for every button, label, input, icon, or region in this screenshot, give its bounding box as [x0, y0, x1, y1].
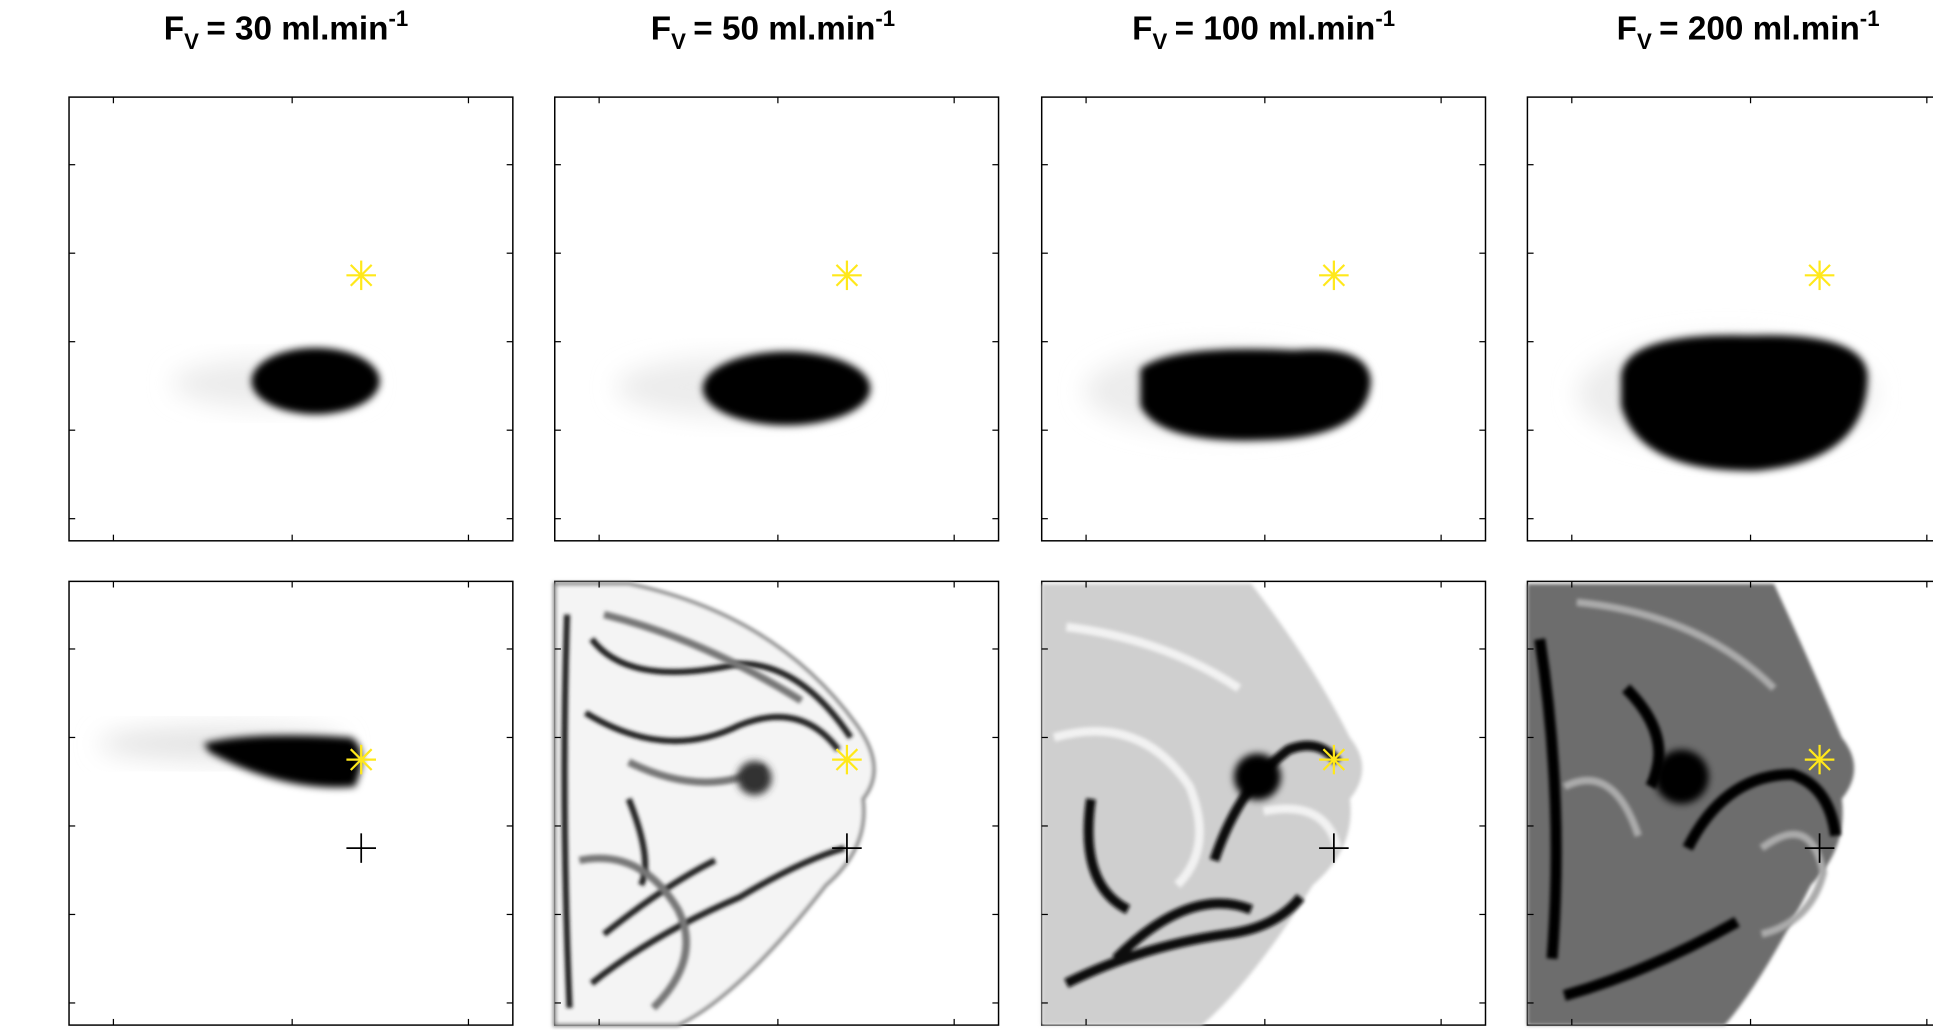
- title-symbol: F: [651, 10, 671, 47]
- source-marker: [832, 745, 862, 774]
- panel-title: FV = 200 ml.min-1: [1617, 6, 1880, 54]
- source-marker: [346, 745, 376, 774]
- panel-frame: [69, 581, 513, 1025]
- source-marker: [1805, 745, 1835, 774]
- mixing-field: [555, 584, 874, 1025]
- figure: FV= 30 ml.min-1 FV= 50 ml.min-1: [0, 0, 1933, 1030]
- source-marker: [1319, 261, 1349, 290]
- panel-column: FV = 30 ml.min-1: [69, 6, 513, 1025]
- panel-frame: [1042, 97, 1486, 541]
- plume: [1621, 335, 1868, 471]
- mixing-field: [1042, 584, 1363, 1025]
- panel-frame: [1527, 97, 1933, 541]
- source-marker: [1805, 261, 1835, 290]
- panel-title: FV = 100 ml.min-1: [1132, 6, 1395, 54]
- title-superscript: -1: [1375, 6, 1395, 31]
- panel-frame: [69, 97, 513, 541]
- title-text: = 30 ml.min: [206, 10, 388, 47]
- title-superscript: -1: [875, 6, 895, 31]
- page: {"panels": [ {"title": {"symbol": "F", "…: [0, 0, 1933, 1030]
- title-symbol: F: [1617, 10, 1637, 47]
- mixing-field: [1527, 584, 1854, 1025]
- panel-title: FV = 30 ml.min-1: [164, 6, 408, 54]
- panel-frame: [555, 97, 999, 541]
- probe-marker: [346, 833, 376, 862]
- source-marker: [1319, 745, 1349, 774]
- title-text: = 50 ml.min: [693, 10, 875, 47]
- plume: [1140, 349, 1371, 441]
- plume: [251, 348, 379, 414]
- panel-column: FV = 50 ml.min-1: [555, 6, 999, 1025]
- title-text: = 100 ml.min: [1175, 10, 1376, 47]
- panel-title: FV = 50 ml.min-1: [651, 6, 895, 54]
- title-symbol: F: [1132, 10, 1152, 47]
- title-subscript: V: [671, 29, 686, 54]
- title-subscript: V: [1637, 29, 1652, 54]
- plume: [703, 352, 871, 426]
- title-subscript: V: [184, 29, 199, 54]
- title-superscript: -1: [388, 6, 408, 31]
- panel-column: FV = 100 ml.min-1: [1042, 6, 1486, 1025]
- source-marker: [346, 261, 376, 290]
- title-text: = 200 ml.min: [1659, 10, 1860, 47]
- panel-column: FV = 200 ml.min-1: [1527, 6, 1933, 1025]
- source-marker: [832, 261, 862, 290]
- title-symbol: F: [164, 10, 184, 47]
- plume: [203, 735, 361, 787]
- title-superscript: -1: [1860, 6, 1880, 31]
- title-subscript: V: [1152, 29, 1167, 54]
